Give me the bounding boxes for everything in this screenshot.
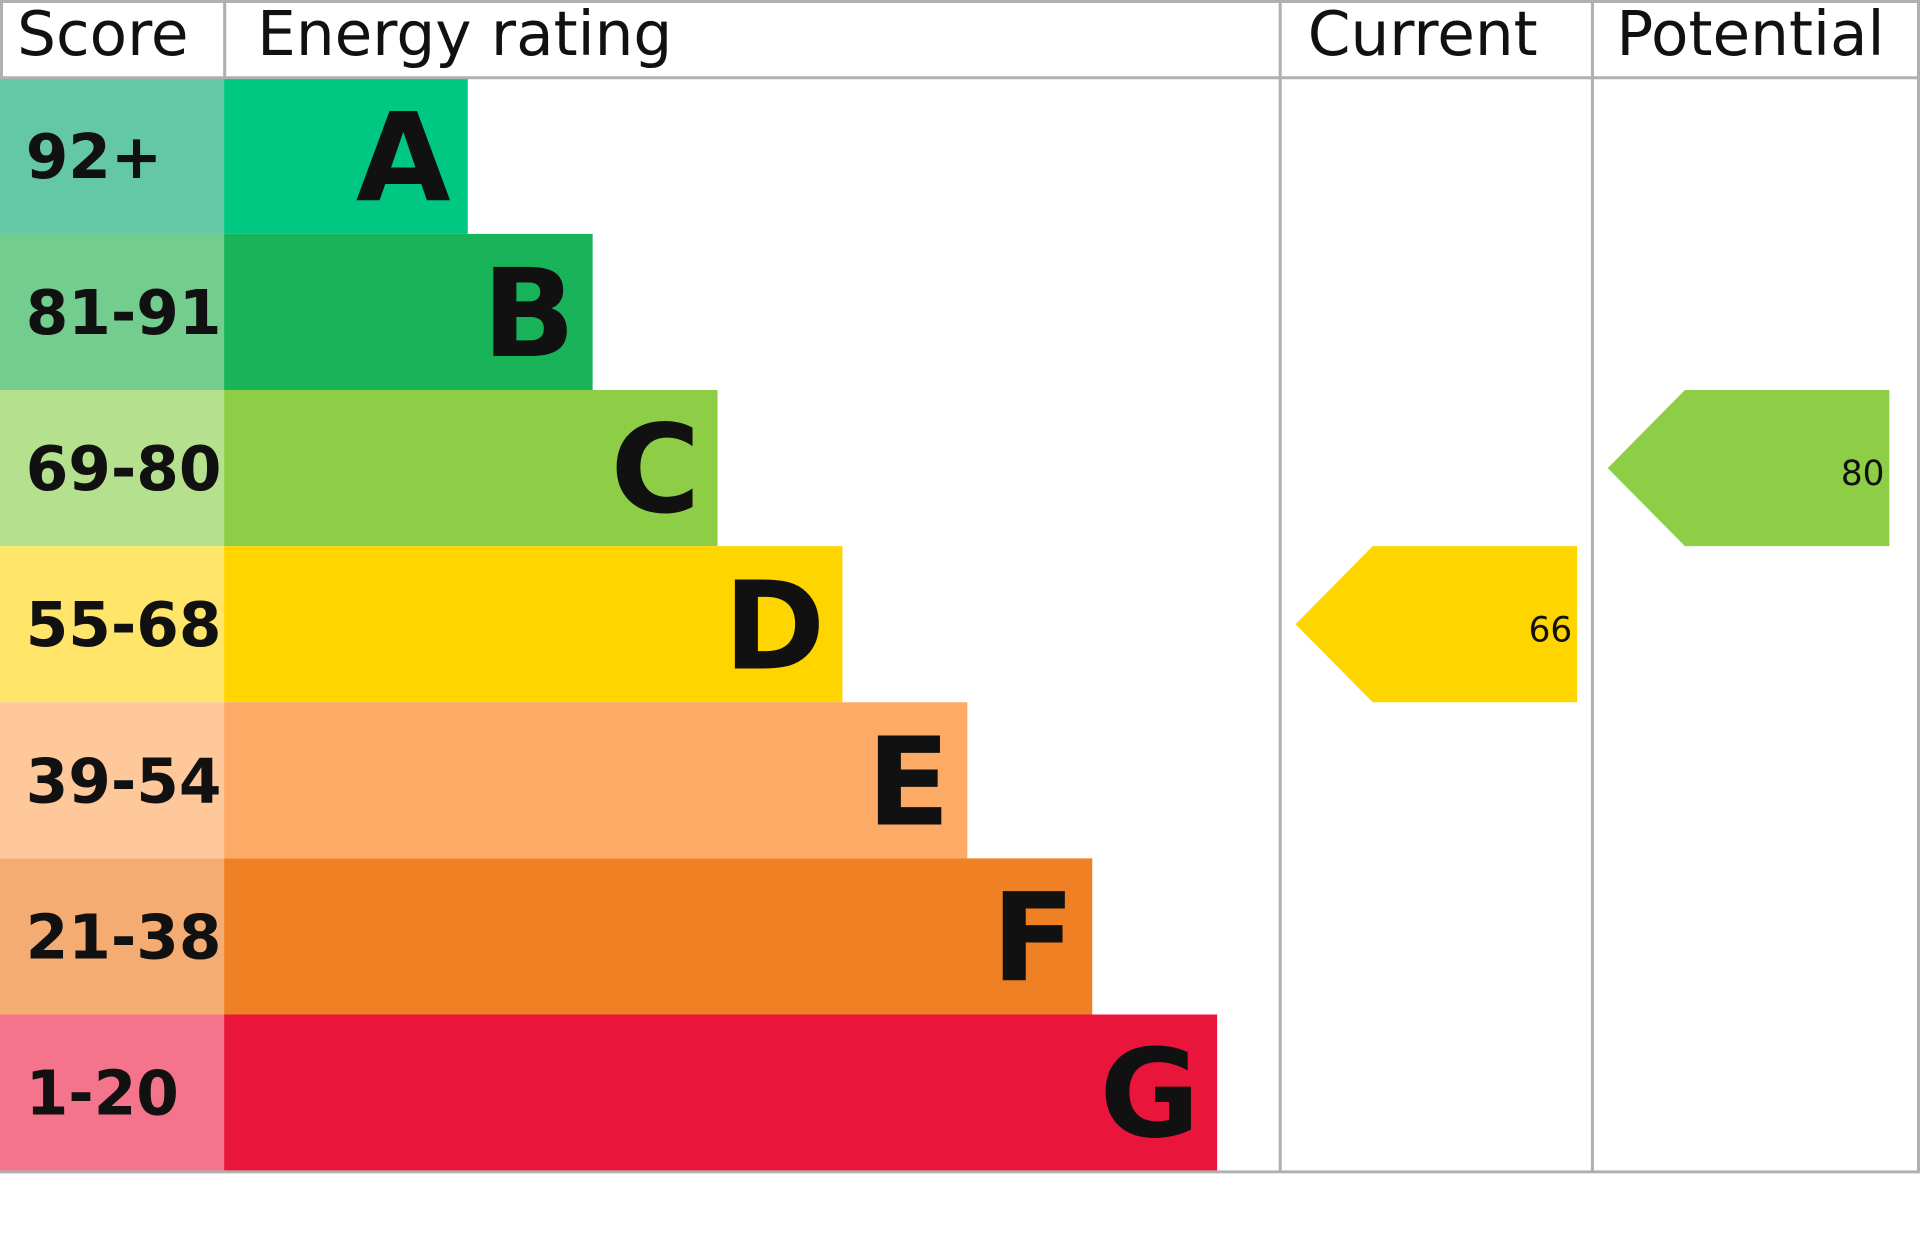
score-cell-e — [0, 702, 225, 859]
score-label-c: 69-80 — [26, 434, 222, 505]
score-label-g: 1-20 — [26, 1059, 179, 1130]
score-label-d: 55-68 — [26, 590, 222, 661]
score-label-f: 21-38 — [26, 902, 222, 973]
band-letter-c: C — [611, 398, 701, 541]
score-cell-c — [0, 390, 225, 547]
header-energy-rating: Energy rating — [257, 0, 672, 70]
grid-lines — [0, 0, 1920, 1174]
header-current: Current — [1308, 0, 1538, 70]
score-label-e: 39-54 — [26, 746, 222, 817]
current-rating-value: 66 — [1529, 610, 1573, 650]
band-letter-b: B — [482, 242, 575, 385]
band-bar-a — [224, 77, 468, 234]
band-bar-f — [224, 858, 1093, 1015]
score-cell-b — [0, 233, 225, 391]
arrows: 66 80 — [1295, 390, 1890, 703]
potential-rating-value: 80 — [1841, 454, 1885, 494]
band-bar-d — [224, 546, 843, 703]
band-bar-c — [224, 390, 718, 547]
band-bar-b — [224, 233, 593, 391]
band-letter-d: D — [724, 554, 826, 697]
current-rating-arrow — [1295, 546, 1578, 703]
band-letter-g: G — [1100, 1023, 1201, 1166]
score-label-a: 92+ — [26, 122, 163, 193]
score-label-b: 81-91 — [26, 278, 222, 349]
header-potential: Potential — [1616, 0, 1884, 70]
header-score: Score — [17, 0, 188, 70]
bands: 92+ A 81-91 B 69-80 C 55-68 D 39-54 E 21-38 F 1-20 G — [0, 77, 1218, 1171]
band-letter-a: A — [356, 86, 451, 229]
score-cell-g — [0, 1014, 225, 1171]
score-cell-d — [0, 546, 225, 703]
band-letter-e: E — [867, 710, 951, 853]
band-bar-e — [224, 702, 968, 859]
band-bar-g — [224, 1014, 1218, 1171]
potential-rating-arrow — [1607, 390, 1890, 547]
score-cell-a — [0, 77, 225, 234]
band-letter-f: F — [991, 867, 1075, 1010]
score-cell-f — [0, 858, 225, 1015]
